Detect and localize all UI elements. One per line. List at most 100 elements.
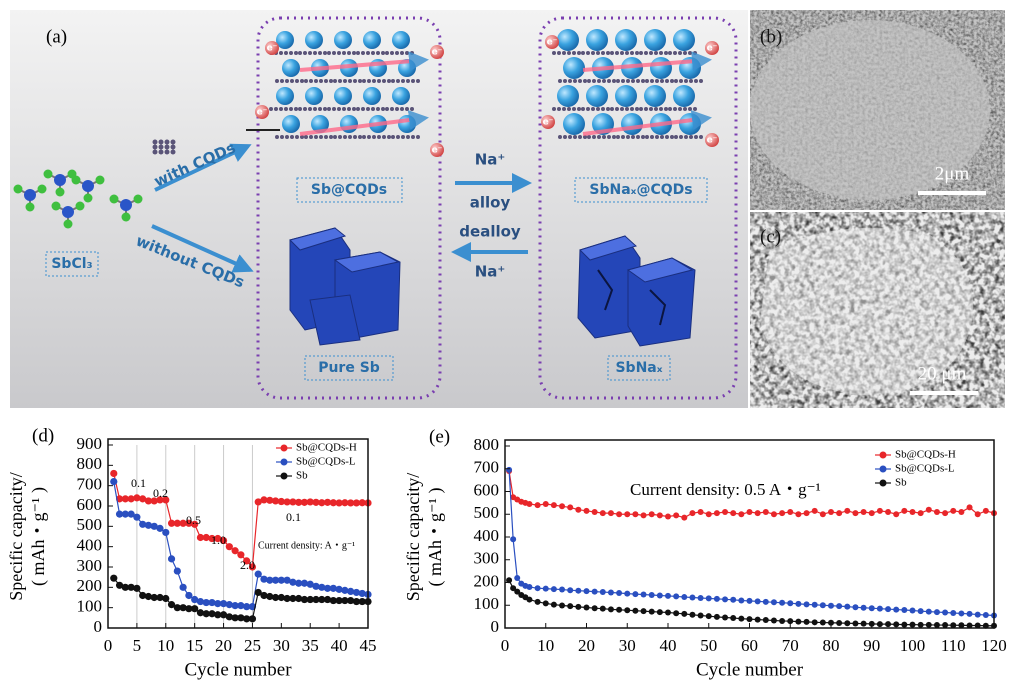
cqd-dot [153,140,158,145]
data-point [616,607,622,613]
cqd-dot [165,150,170,155]
cqd-dot [587,135,591,139]
cqd-dot [577,51,581,55]
annotation: 2.0 [240,558,255,572]
cqd-dot [641,79,645,83]
cqd-dot [361,107,365,111]
sb-atom [24,189,36,201]
cqd-dot [400,51,404,55]
cqd-dot [401,79,405,83]
electron-label: e⁻ [707,44,718,54]
cqd-dot [649,51,653,55]
cqd-dot [285,135,289,139]
cqd-dot [670,135,674,139]
cqd-dot [573,135,577,139]
data-point [526,597,532,603]
panel-label: (e) [429,426,450,447]
data-point [722,615,728,621]
data-point [901,607,907,613]
data-point [934,509,940,515]
cqd-dot [688,51,692,55]
x-tick-label: 0 [501,636,510,655]
cqd-dot [664,107,668,111]
y-tick-label: 800 [474,435,500,454]
cqd-dot [309,135,313,139]
x-axis-label: Cycle number [696,659,804,680]
cl-atom [110,195,119,204]
cqd-dot [387,79,391,83]
cqd-dot [371,51,375,55]
cqd-dot [699,135,703,139]
ion-label: Na⁺ [475,151,506,169]
data-point [641,608,647,614]
cqd-dot [396,79,400,83]
x-tick-label: 40 [331,636,348,655]
cqd-dot [284,51,288,55]
cqd-dot [381,51,385,55]
cqd-dot [410,107,414,111]
cqd-dot [606,107,610,111]
cqd-dot [689,135,693,139]
cqd-dot [581,51,585,55]
data-point [649,592,655,598]
data-point [632,591,638,597]
annotation: Current density: A・g⁻¹ [258,540,355,551]
data-point [910,509,916,515]
x-tick-label: 100 [900,636,926,655]
data-point [901,622,907,628]
scale-label: 2μm [935,163,970,184]
cqd-dot [304,79,308,83]
data-point [747,598,753,604]
data-point [608,510,614,516]
legend-marker [281,445,288,452]
data-point [763,617,769,623]
legend-marker [281,459,288,466]
cqd-dot [636,135,640,139]
sb-sphere [557,85,579,107]
cqd-dot [602,135,606,139]
data-point [673,593,679,599]
data-point [755,510,761,516]
cqd-dot [639,51,643,55]
cqd-dot [678,107,682,111]
data-point [918,608,924,614]
data-point [771,511,777,517]
data-point [526,584,532,590]
cqd-dot [396,135,400,139]
data-point [592,589,598,595]
cqd-dot [649,107,653,111]
x-axis-label: Cycle number [184,659,292,680]
x-tick-label: 60 [741,636,758,655]
data-point [559,503,565,509]
data-point [820,620,826,626]
cqd-dot [313,51,317,55]
data-point [812,508,818,514]
cqd-dot [153,145,158,150]
cqd-dot [406,135,410,139]
cqd-dot [670,79,674,83]
data-point [779,510,785,516]
data-point [110,575,117,582]
cqd-dot [597,79,601,83]
cl-atom [38,185,47,194]
cqd-dot [333,135,337,139]
cqd-dot [390,51,394,55]
y-tick-label: 0 [94,617,103,636]
cqd-dot [279,51,283,55]
cqd-dot [625,107,629,111]
y-tick-label: 100 [474,594,500,613]
cqd-dot [390,107,394,111]
cqd-dot [275,135,279,139]
data-point [624,511,630,517]
data-point [543,600,549,606]
data-point [567,504,573,510]
cl-atom [84,194,93,203]
cqd-dot [294,107,298,111]
cqd-dot [683,107,687,111]
data-point [226,543,233,550]
process-label: alloy [470,194,511,212]
y-tick-label: 300 [77,556,103,575]
data-point [632,608,638,614]
legend-label: Sb@CQDs-L [296,456,356,468]
process-label: dealloy [459,223,521,241]
